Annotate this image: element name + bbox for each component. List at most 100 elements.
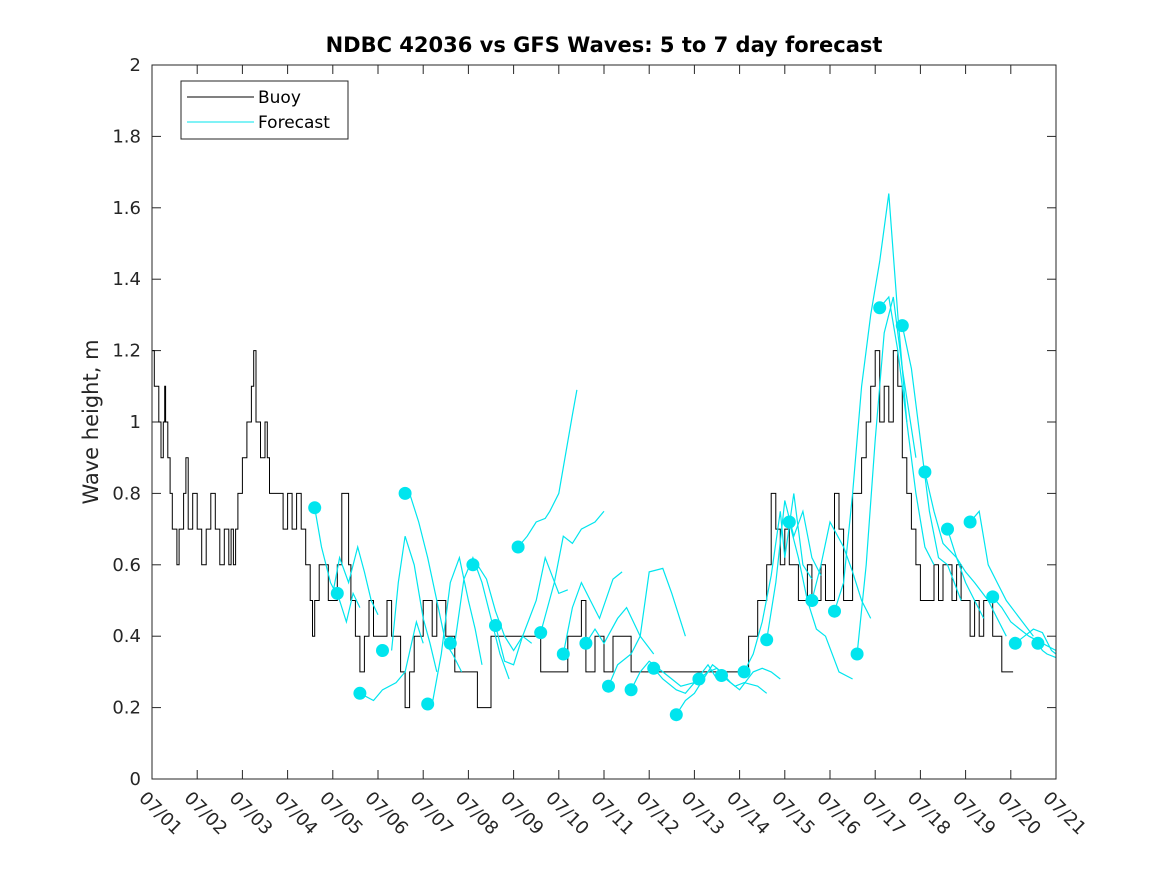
forecast-line xyxy=(359,619,424,702)
x-tick-label: 07/08 xyxy=(451,788,503,840)
forecast-line xyxy=(314,507,361,625)
forecast-marker xyxy=(918,465,932,479)
forecast-marker xyxy=(534,626,548,640)
x-tick-label: 07/21 xyxy=(1038,788,1090,840)
x-tick-label: 07/01 xyxy=(134,788,186,840)
forecast-series xyxy=(314,193,1057,716)
x-tick-label: 07/07 xyxy=(406,788,458,840)
forecast-line xyxy=(562,571,623,655)
x-tick-label: 07/10 xyxy=(541,788,593,840)
forecast-line xyxy=(833,193,908,612)
forecast-line xyxy=(540,510,605,633)
forecast-line xyxy=(788,521,853,680)
forecast-line xyxy=(630,660,695,691)
y-tick-label: 0 xyxy=(130,769,141,790)
y-tick-label: 1.8 xyxy=(112,126,141,147)
forecast-line xyxy=(391,536,438,673)
forecast-line xyxy=(879,295,935,566)
forecast-marker xyxy=(737,665,751,679)
y-tick-label: 1 xyxy=(130,412,141,433)
y-tick-labels: 0 0.2 0.4 0.6 0.8 1 1.2 1.4 1.6 1.8 2 xyxy=(112,55,141,790)
forecast-line xyxy=(969,509,1034,637)
x-tick-label: 07/05 xyxy=(315,788,367,840)
y-tick-label: 0.6 xyxy=(112,555,141,576)
forecast-line xyxy=(721,667,781,691)
legend: Buoy Forecast xyxy=(180,80,349,140)
x-tick-label: 07/12 xyxy=(632,788,684,840)
forecast-line xyxy=(901,325,962,601)
forecast-marker xyxy=(850,647,864,661)
legend-buoy-label: Buoy xyxy=(258,88,301,108)
x-tick-label: 07/17 xyxy=(858,788,910,840)
forecast-line xyxy=(431,555,483,705)
forecast-line xyxy=(494,555,569,666)
forecast-marker xyxy=(466,558,480,572)
forecast-marker xyxy=(353,686,367,700)
x-tick-label: 07/20 xyxy=(993,788,1045,840)
forecast-marker xyxy=(873,301,887,315)
forecast-line xyxy=(454,556,510,680)
forecast-marker xyxy=(330,586,344,600)
forecast-line xyxy=(409,493,463,673)
forecast-line xyxy=(517,389,578,548)
forecast-line xyxy=(766,500,822,640)
x-tick-label: 07/14 xyxy=(722,788,774,840)
x-tick-label: 07/15 xyxy=(767,788,819,840)
forecast-marker xyxy=(963,515,977,529)
buoy-series xyxy=(152,350,1014,709)
forecast-marker xyxy=(647,661,661,675)
x-tick-label: 07/06 xyxy=(360,788,412,840)
forecast-marker xyxy=(579,636,593,650)
x-tick-label: 07/04 xyxy=(270,788,322,840)
x-tick-label: 07/16 xyxy=(812,788,864,840)
y-tick-label: 0.2 xyxy=(112,698,141,719)
forecast-line xyxy=(856,296,917,655)
forecast-marker xyxy=(828,604,841,618)
forecast-marker xyxy=(489,619,502,632)
legend-box xyxy=(180,80,349,140)
forecast-marker xyxy=(760,633,774,647)
y-tick-label: 1.4 xyxy=(112,269,141,290)
forecast-marker xyxy=(602,679,615,693)
y-axis-label: Wave height, m xyxy=(79,339,103,504)
forecast-line xyxy=(811,520,872,619)
x-tick-label: 07/13 xyxy=(677,788,729,840)
forecast-marker xyxy=(805,594,819,607)
plot-frame xyxy=(151,64,1057,780)
x-tick-label: 07/18 xyxy=(903,788,955,840)
forecast-marker xyxy=(1008,636,1022,650)
forecast-marker xyxy=(421,697,435,711)
forecast-line xyxy=(653,663,718,695)
forecast-marker xyxy=(986,590,1000,604)
x-tick-label: 07/09 xyxy=(496,788,548,840)
forecast-marker xyxy=(782,515,796,529)
y-tick-label: 0.4 xyxy=(112,626,141,647)
forecast-marker xyxy=(1031,636,1045,650)
forecast-marker xyxy=(308,501,322,515)
y-tick-label: 2 xyxy=(130,55,141,76)
forecast-marker xyxy=(715,669,728,682)
chart-title: NDBC 42036 vs GFS Waves: 5 to 7 day fore… xyxy=(326,33,883,57)
y-tick-label: 1.6 xyxy=(112,198,141,219)
forecast-marker xyxy=(624,683,638,697)
y-tick-label: 1.2 xyxy=(112,341,141,362)
forecast-marker xyxy=(398,486,412,500)
forecast-marker xyxy=(376,644,389,657)
forecast-marker xyxy=(511,540,525,554)
x-tick-label: 07/02 xyxy=(180,788,232,840)
forecast-marker xyxy=(556,647,570,661)
forecast-line xyxy=(946,528,1007,637)
forecast-marker xyxy=(692,672,706,686)
forecast-marker xyxy=(941,522,954,536)
forecast-line xyxy=(1014,628,1057,655)
forecast-line xyxy=(743,493,813,673)
forecast-line xyxy=(607,567,686,687)
y-tick-label: 0.8 xyxy=(112,483,141,504)
forecast-line xyxy=(332,544,379,616)
forecast-marker xyxy=(895,319,909,333)
x-tick-label: 07/03 xyxy=(225,788,277,840)
forecast-marker xyxy=(669,708,683,722)
x-tick-label: 07/11 xyxy=(586,788,638,840)
legend-forecast-label: Forecast xyxy=(258,113,330,133)
